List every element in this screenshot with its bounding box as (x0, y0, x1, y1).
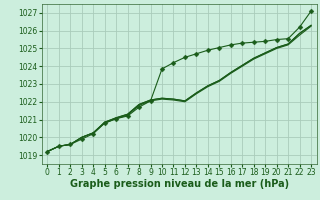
X-axis label: Graphe pression niveau de la mer (hPa): Graphe pression niveau de la mer (hPa) (70, 179, 289, 189)
